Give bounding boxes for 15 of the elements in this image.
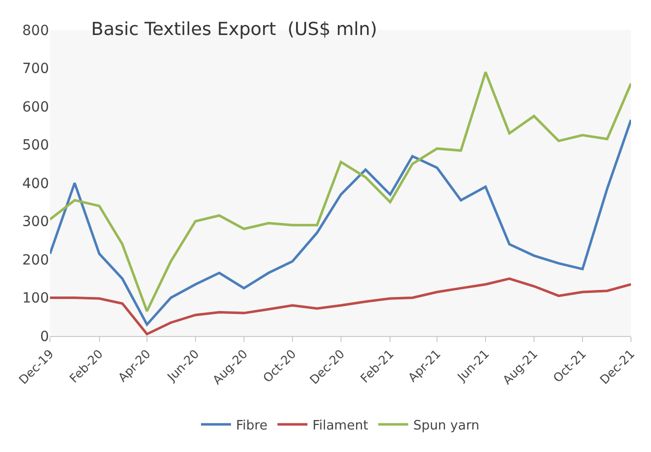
legend-label: Filament	[312, 418, 368, 434]
chart-title: Basic Textiles Export (US$ mln)	[91, 19, 378, 40]
y-tick-label: 200	[22, 252, 49, 268]
line-series	[50, 70, 631, 312]
y-tick-label: 300	[22, 214, 49, 230]
legend-label: Fibre	[236, 418, 268, 434]
y-tick-label: 600	[22, 99, 49, 116]
line-series	[50, 118, 631, 326]
legend-label: Spun yarn	[413, 418, 480, 434]
y-tick-label: 100	[22, 290, 49, 307]
y-tick-label: 800	[22, 22, 49, 39]
y-tick-label: 400	[22, 176, 49, 192]
y-tick-label: 0	[40, 328, 49, 345]
y-tick-label: 700	[22, 61, 49, 78]
y-tick-label: 500	[22, 138, 49, 154]
